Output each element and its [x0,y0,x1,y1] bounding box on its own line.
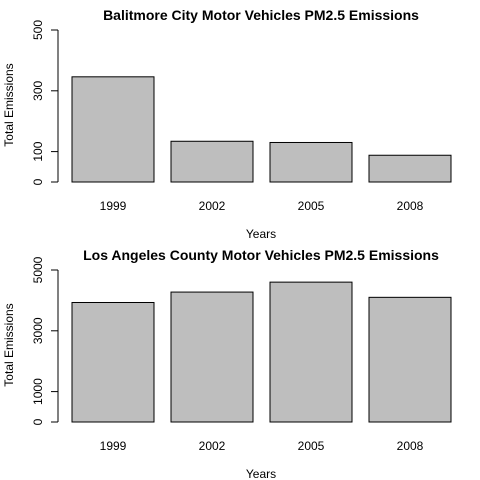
y-tick-label: 500 [31,20,45,40]
x-tick-label: 2005 [298,199,325,213]
x-axis-label: Years [246,227,276,241]
chart-panel-los-angeles: Los Angeles County Motor Vehicles PM2.5 … [2,247,452,480]
x-axis-label: Years [246,467,276,480]
x-tick-label: 2008 [397,439,424,453]
x-tick-label: 1999 [100,199,127,213]
y-axis-label: Total Emissions [2,63,16,146]
y-tick-label: 0 [31,178,45,185]
bar-2002 [170,140,254,183]
bar-2005 [269,281,353,423]
x-tick-label: 2005 [298,439,325,453]
bar-2005 [269,141,353,183]
x-tick-label: 1999 [100,439,127,453]
bar-2008 [368,296,452,423]
y-tick-label: 3000 [31,317,45,344]
chart-panel-baltimore: Balitmore City Motor Vehicles PM2.5 Emis… [2,7,452,241]
y-tick-label: 5000 [31,256,45,283]
x-tick-label: 2002 [199,439,226,453]
bar-1999 [71,301,155,423]
y-tick-label: 300 [31,80,45,100]
y-tick-label: 1000 [31,378,45,405]
x-tick-label: 2002 [199,199,226,213]
x-tick-label: 2008 [397,199,424,213]
chart-title: Los Angeles County Motor Vehicles PM2.5 … [83,247,439,263]
bar-2008 [368,154,452,183]
bar-1999 [71,76,155,183]
y-tick-label: 0 [31,418,45,425]
y-tick-label: 100 [31,141,45,161]
chart-title: Balitmore City Motor Vehicles PM2.5 Emis… [103,7,419,23]
y-axis-label: Total Emissions [2,303,16,386]
bar-2002 [170,291,254,423]
